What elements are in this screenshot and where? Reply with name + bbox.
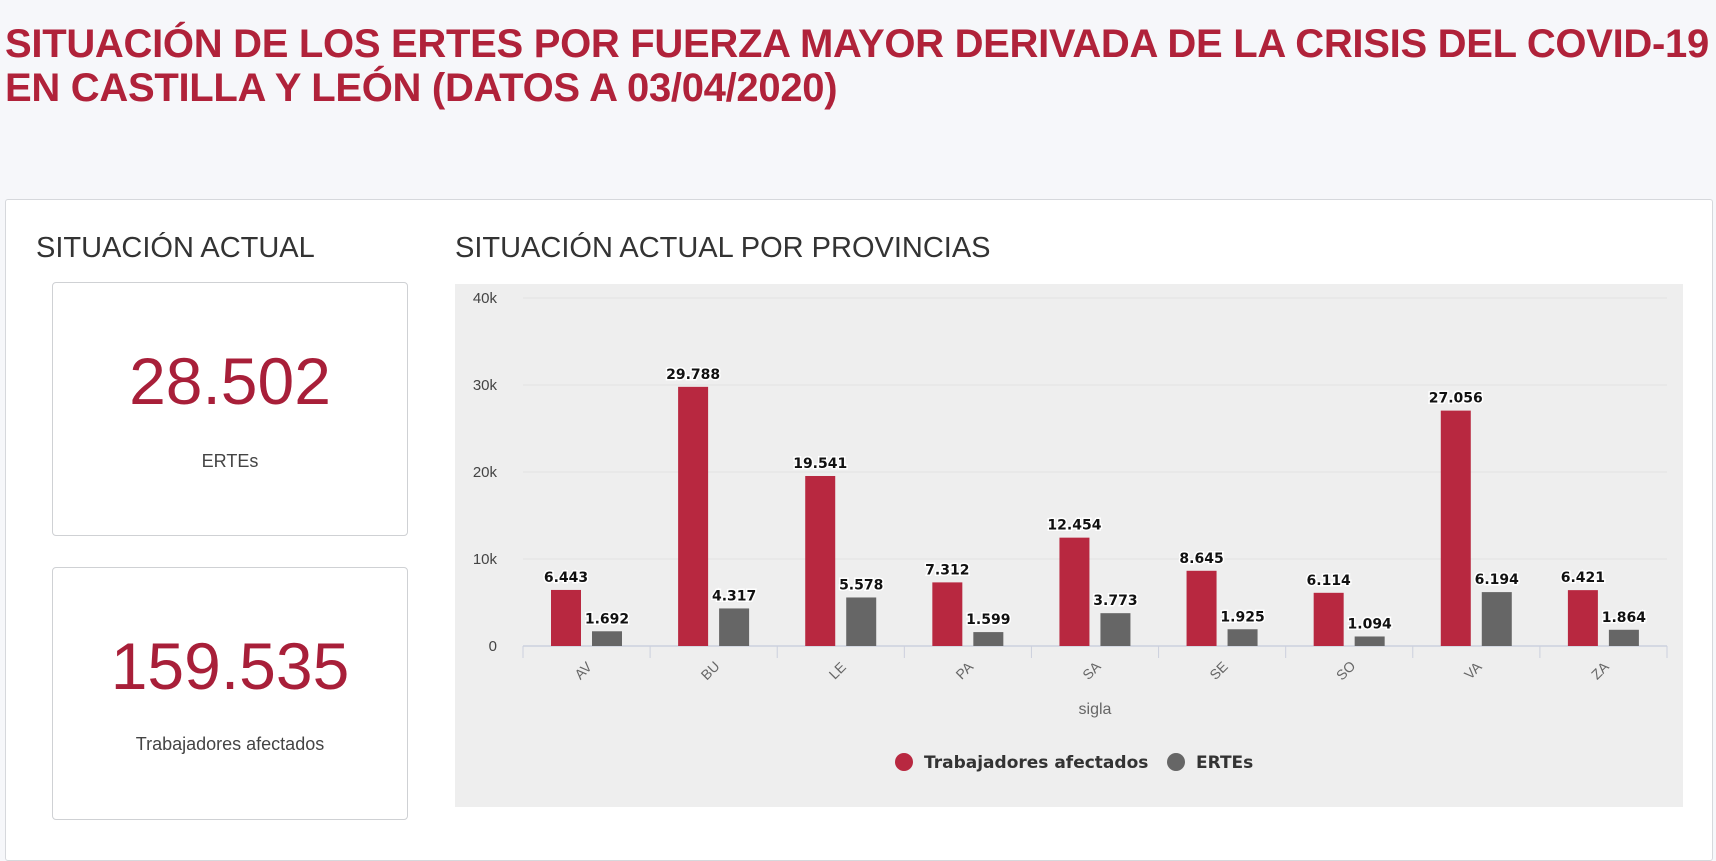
bar-trabajadores — [551, 589, 581, 646]
y-tick-label: 30k — [473, 377, 498, 394]
bar-ertes — [1100, 613, 1131, 646]
legend-marker — [895, 753, 913, 771]
ertes-label: ERTEs — [201, 451, 259, 471]
bar-ertes — [1608, 629, 1639, 646]
chart-heading: SITUACIÓN ACTUAL POR PROVINCIAS — [455, 232, 991, 264]
x-axis-title: sigla — [1079, 701, 1112, 718]
bar-ertes — [1354, 636, 1385, 646]
legend-item-label: ERTEs — [1196, 753, 1253, 773]
y-tick-label: 20k — [473, 464, 498, 481]
bar-trabajadores — [1440, 410, 1471, 646]
bar-ertes — [973, 632, 1004, 646]
data-label: 29.788 — [666, 367, 720, 383]
bar-ertes — [592, 631, 622, 646]
data-label: 19.541 — [793, 456, 847, 472]
ertes-value: 28.502 — [129, 344, 331, 418]
data-label: 1.599 — [966, 612, 1010, 628]
data-label: 4.317 — [712, 588, 756, 604]
bar-trabajadores — [1313, 592, 1344, 646]
y-tick-label: 10k — [473, 551, 498, 568]
bar-trabajadores — [1186, 570, 1217, 646]
bar-trabajadores — [932, 582, 963, 646]
ertes-kpi-card: 28.502 ERTEs — [52, 282, 408, 536]
bar-trabajadores — [1567, 590, 1598, 646]
page-title: SITUACIÓN DE LOS ERTES POR FUERZA MAYOR … — [5, 22, 1709, 110]
workers-value: 159.535 — [110, 629, 350, 703]
bar-trabajadores — [1059, 537, 1090, 646]
data-label: 12.454 — [1047, 518, 1101, 534]
title-line-1: SITUACIÓN DE LOS ERTES POR FUERZA MAYOR … — [5, 22, 1709, 66]
data-label: 6.114 — [1307, 573, 1352, 589]
bar-trabajadores — [805, 475, 836, 646]
legend-item-label: Trabajadores afectados — [924, 753, 1148, 773]
data-label: 6.194 — [1475, 572, 1520, 588]
data-label: 6.443 — [544, 570, 588, 586]
data-label: 27.056 — [1429, 391, 1483, 407]
data-label: 1.864 — [1602, 610, 1647, 626]
bar-ertes — [1481, 592, 1512, 646]
legend-marker — [1167, 753, 1185, 771]
data-label: 8.645 — [1179, 551, 1223, 567]
data-label: 1.692 — [585, 611, 629, 627]
workers-kpi-card: 159.535 Trabajadores afectados — [52, 567, 408, 820]
summary-heading: SITUACIÓN ACTUAL — [36, 232, 315, 264]
data-label: 5.578 — [839, 577, 883, 593]
data-label: 3.773 — [1093, 593, 1137, 609]
data-label: 1.094 — [1348, 616, 1393, 632]
data-label: 7.312 — [925, 562, 969, 578]
bar-ertes — [1227, 629, 1258, 646]
bar-trabajadores — [678, 386, 709, 646]
bar-ertes — [846, 597, 877, 646]
y-tick-label: 40k — [473, 290, 498, 307]
data-label: 6.421 — [1561, 570, 1605, 586]
bar-ertes — [719, 608, 750, 646]
data-label: 1.925 — [1220, 609, 1264, 625]
workers-label: Trabajadores afectados — [135, 734, 325, 754]
title-line-2: EN CASTILLA Y LEÓN (DATOS A 03/04/2020) — [5, 66, 838, 110]
y-tick-label: 0 — [489, 638, 497, 655]
bar-chart: 010k20k30k40k6.4431.692AV29.7884.317BU19… — [455, 284, 1683, 807]
